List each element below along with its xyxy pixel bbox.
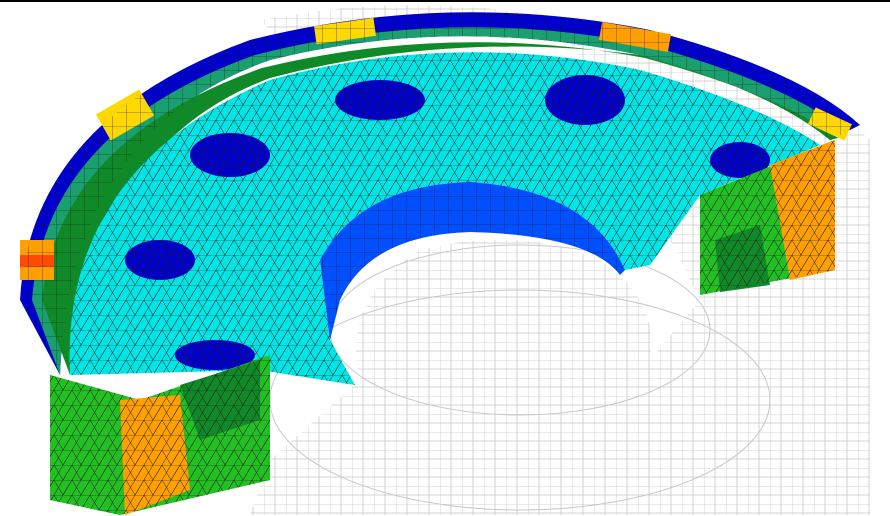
top-face-contour: [69, 52, 820, 385]
left-cut-face: [50, 355, 270, 515]
outer-ring-band: [20, 12, 860, 375]
right-cut-face: [700, 140, 835, 295]
inner-bore-wall: [320, 182, 625, 340]
